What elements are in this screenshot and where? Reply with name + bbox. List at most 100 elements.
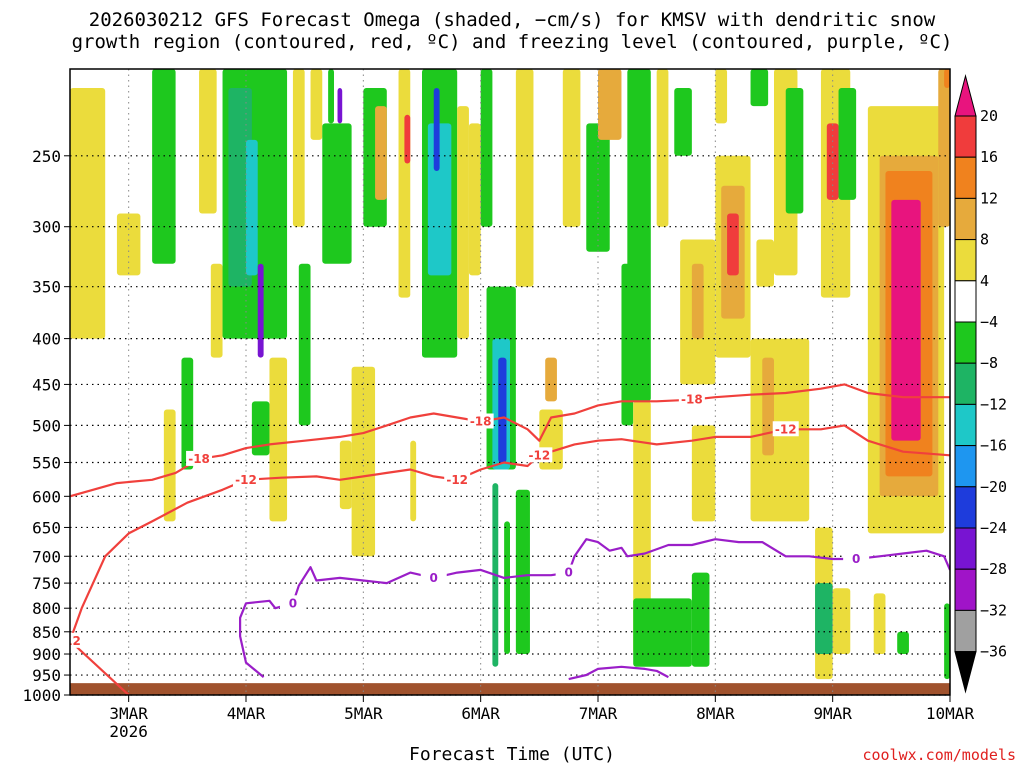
y-tick-label-750: 750 <box>32 574 61 593</box>
freezing-level-contour-label-2: 0 <box>564 566 572 580</box>
x-tick-label-7MAR: 7MAR <box>579 704 618 723</box>
omega-area-5 <box>199 69 217 214</box>
colorbar-bin-6 <box>954 362 977 405</box>
omega-area-60 <box>762 357 774 456</box>
dgz-contour-upper-label-1: -18 <box>470 414 492 428</box>
colorbar-label-13: −36 <box>980 643 1007 661</box>
chart-title-line-2: growth region (contoured, red, ºC) and f… <box>71 31 953 53</box>
freezing-level-contour-label-0: 0 <box>289 596 297 610</box>
dgz-contour-upper-label-0: -18 <box>188 452 210 466</box>
y-tick-label-500: 500 <box>32 416 61 435</box>
x-tick-sublabel-3MAR: 2026 <box>109 722 148 741</box>
omega-area-29 <box>457 106 469 339</box>
dgz-contour-upper-label-2: -18 <box>681 393 703 407</box>
colorbar-bin-8 <box>954 445 977 488</box>
omega-area-3 <box>163 409 176 522</box>
freezing-level-contour-label-bg-1 <box>420 569 447 585</box>
colorbar-label-6: −8 <box>980 354 998 372</box>
omega-area-47 <box>633 598 692 667</box>
omega-area-77 <box>873 593 886 655</box>
y-tick-label-900: 900 <box>32 645 61 664</box>
omega-area-45 <box>627 69 651 402</box>
y-tick-label-800: 800 <box>32 599 61 618</box>
omega-area-74 <box>938 69 950 227</box>
x-tick-label-8MAR: 8MAR <box>696 704 735 723</box>
omega-area-69 <box>832 588 851 655</box>
omega-area-75 <box>944 69 950 88</box>
freezing-level-contour-label-bg-0 <box>279 595 306 611</box>
omega-area-48 <box>656 69 669 227</box>
omega-area-16 <box>328 69 334 124</box>
colorbar-label-12: −32 <box>980 601 1007 619</box>
dgz-contour-lower-label-4: -12 <box>775 422 797 436</box>
omega-area-57 <box>715 69 728 124</box>
omega-area-41 <box>562 69 581 227</box>
colorbar-label-11: −28 <box>980 560 1007 578</box>
omega-area-13 <box>292 69 305 227</box>
credit-link[interactable]: coolwx.com/models <box>862 746 1016 764</box>
x-tick-label-6MAR: 6MAR <box>461 704 500 723</box>
colorbar-label-10: −24 <box>980 519 1007 537</box>
x-tick-label-5MAR: 5MAR <box>344 704 383 723</box>
dgz-contour-lower-label-2: -12 <box>446 473 468 487</box>
y-tick-label-700: 700 <box>32 547 61 566</box>
dgz-contour-lower-label-bg-4 <box>772 421 799 437</box>
dgz-contour-lower-label-bg-0 <box>70 632 83 648</box>
omega-area-18 <box>337 87 343 124</box>
omega-area-38 <box>515 489 530 655</box>
omega-area-0 <box>70 87 106 339</box>
omega-area-34 <box>498 357 507 463</box>
omega-area-78 <box>897 631 909 655</box>
colorbar-label-2: 12 <box>980 189 998 207</box>
colorbar-label-3: 8 <box>980 231 989 249</box>
omega-area-6 <box>210 263 223 358</box>
ground-layer <box>70 683 950 695</box>
omega-area-37 <box>515 69 534 287</box>
colorbar-bin-5 <box>954 321 977 364</box>
omega-area-61 <box>756 239 774 287</box>
freezing-level-contour-label-3: 0 <box>852 552 860 566</box>
omega-area-10 <box>257 263 264 358</box>
colorbar-top-triangle <box>954 74 977 117</box>
omega-area-36 <box>504 521 510 655</box>
plot-border <box>69 68 951 696</box>
dgz-contour-lower-label-3: -12 <box>528 448 550 462</box>
colorbar: 20 16 12 8 4 −4 −8 −12 −16 −20 −24 −28 −32 −36 <box>954 74 1007 694</box>
x-tick-label-4MAR: 4MAR <box>227 704 266 723</box>
dgz-contour-lower-label-bg-2 <box>444 471 471 487</box>
x-axis-label: Forecast Time (UTC) <box>409 744 615 765</box>
dgz-contour-lower-label-bg-3 <box>526 447 553 463</box>
colorbar-label-1: 16 <box>980 148 998 166</box>
dgz-contour-lower-label-bg-1 <box>233 471 259 487</box>
omega-area-73 <box>891 199 921 441</box>
colorbar-bin-11 <box>954 568 977 611</box>
y-axis: 250 300 350 400 450 500 550 600 650 700 750 800 850 9… <box>22 147 70 705</box>
omega-area-68 <box>815 583 833 655</box>
omega-area-30 <box>468 123 481 276</box>
omega-area-58 <box>750 69 769 107</box>
y-tick-label-1000: 1000 <box>22 686 61 705</box>
omega-area-11 <box>269 357 288 522</box>
dgz-contour-lower-label-1: -12 <box>235 473 257 487</box>
colorbar-bin-12 <box>954 609 977 653</box>
colorbar-bin-3 <box>954 239 977 282</box>
omega-area-25 <box>410 440 417 522</box>
omega-area-14 <box>298 263 311 426</box>
colorbar-bottom-triangle <box>954 651 977 694</box>
omega-area-42 <box>586 123 610 252</box>
colorbar-label-9: −20 <box>980 478 1007 496</box>
colorbar-label-0: 20 <box>980 107 998 125</box>
omega-area-15 <box>310 69 323 140</box>
dgz-contour-upper-label-bg-0 <box>186 450 213 466</box>
omega-area-66 <box>838 87 857 200</box>
dgz-contour-lower-label-0: -12 <box>59 634 81 648</box>
y-tick-label-300: 300 <box>32 218 61 237</box>
omega-area-63 <box>785 87 804 214</box>
omega-area-17 <box>322 123 352 264</box>
plot-frame <box>69 68 951 696</box>
omega-area-39 <box>545 357 557 402</box>
freezing-level-contour-low <box>568 665 669 681</box>
y-tick-label-850: 850 <box>32 623 61 642</box>
